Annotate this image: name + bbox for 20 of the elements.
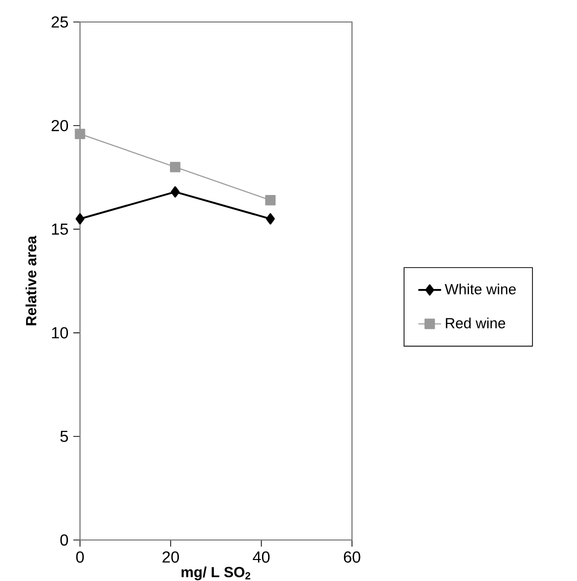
point xyxy=(170,162,180,172)
point xyxy=(170,186,180,198)
y-tick-label: 20 xyxy=(52,120,68,132)
x-tick-label: 60 xyxy=(344,551,360,563)
y-axis-title: Relative area xyxy=(26,236,36,326)
legend-label: White wine xyxy=(444,284,516,294)
point xyxy=(76,213,84,224)
point xyxy=(74,128,86,140)
y-tick-label: 0 xyxy=(60,534,68,546)
y-tick-label: 25 xyxy=(52,16,68,28)
y-tick-label: 10 xyxy=(52,327,68,338)
y-tick-label: 15 xyxy=(52,224,68,235)
x-tick-label: 20 xyxy=(162,551,179,563)
x-tick-label: 40 xyxy=(252,551,270,563)
point xyxy=(266,213,275,224)
legend-label: Red wine xyxy=(446,318,506,328)
y-tick-label: 5 xyxy=(60,430,68,442)
x-tick-label: 0 xyxy=(76,551,84,563)
point xyxy=(265,194,276,206)
x-axis-title: mg/ L SO$_{2}$ xyxy=(182,566,250,580)
